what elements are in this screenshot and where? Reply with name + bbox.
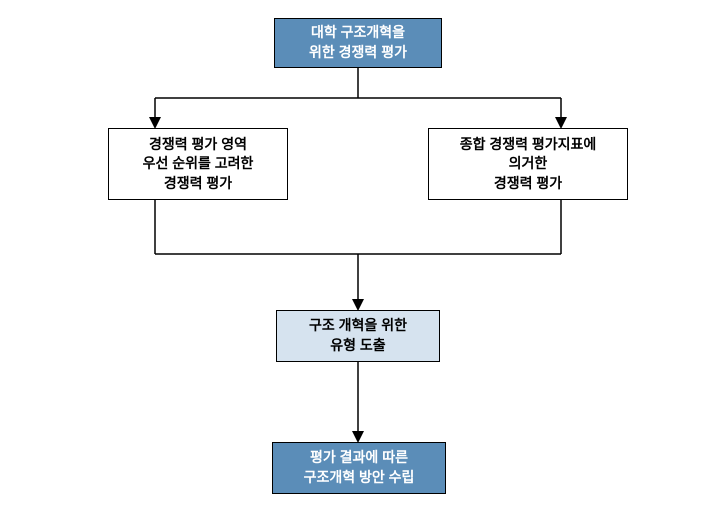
node-right-label: 종합 경쟁력 평가지표에 의거한 경쟁력 평가 (460, 135, 597, 194)
node-merge-label: 구조 개혁을 위한 유형 도출 (309, 316, 407, 355)
node-root-label: 대학 구조개혁을 위한 경쟁력 평가 (309, 23, 407, 62)
node-merge: 구조 개혁을 위한 유형 도출 (276, 310, 440, 362)
node-left: 경쟁력 평가 영역 우선 순위를 고려한 경쟁력 평가 (108, 128, 288, 200)
node-final-label: 평가 결과에 따른 구조개혁 방안 수립 (304, 448, 415, 487)
node-root: 대학 구조개혁을 위한 경쟁력 평가 (274, 18, 442, 68)
node-right: 종합 경쟁력 평가지표에 의거한 경쟁력 평가 (428, 128, 628, 200)
node-final: 평가 결과에 따른 구조개혁 방안 수립 (272, 442, 446, 494)
node-left-label: 경쟁력 평가 영역 우선 순위를 고려한 경쟁력 평가 (143, 135, 254, 194)
